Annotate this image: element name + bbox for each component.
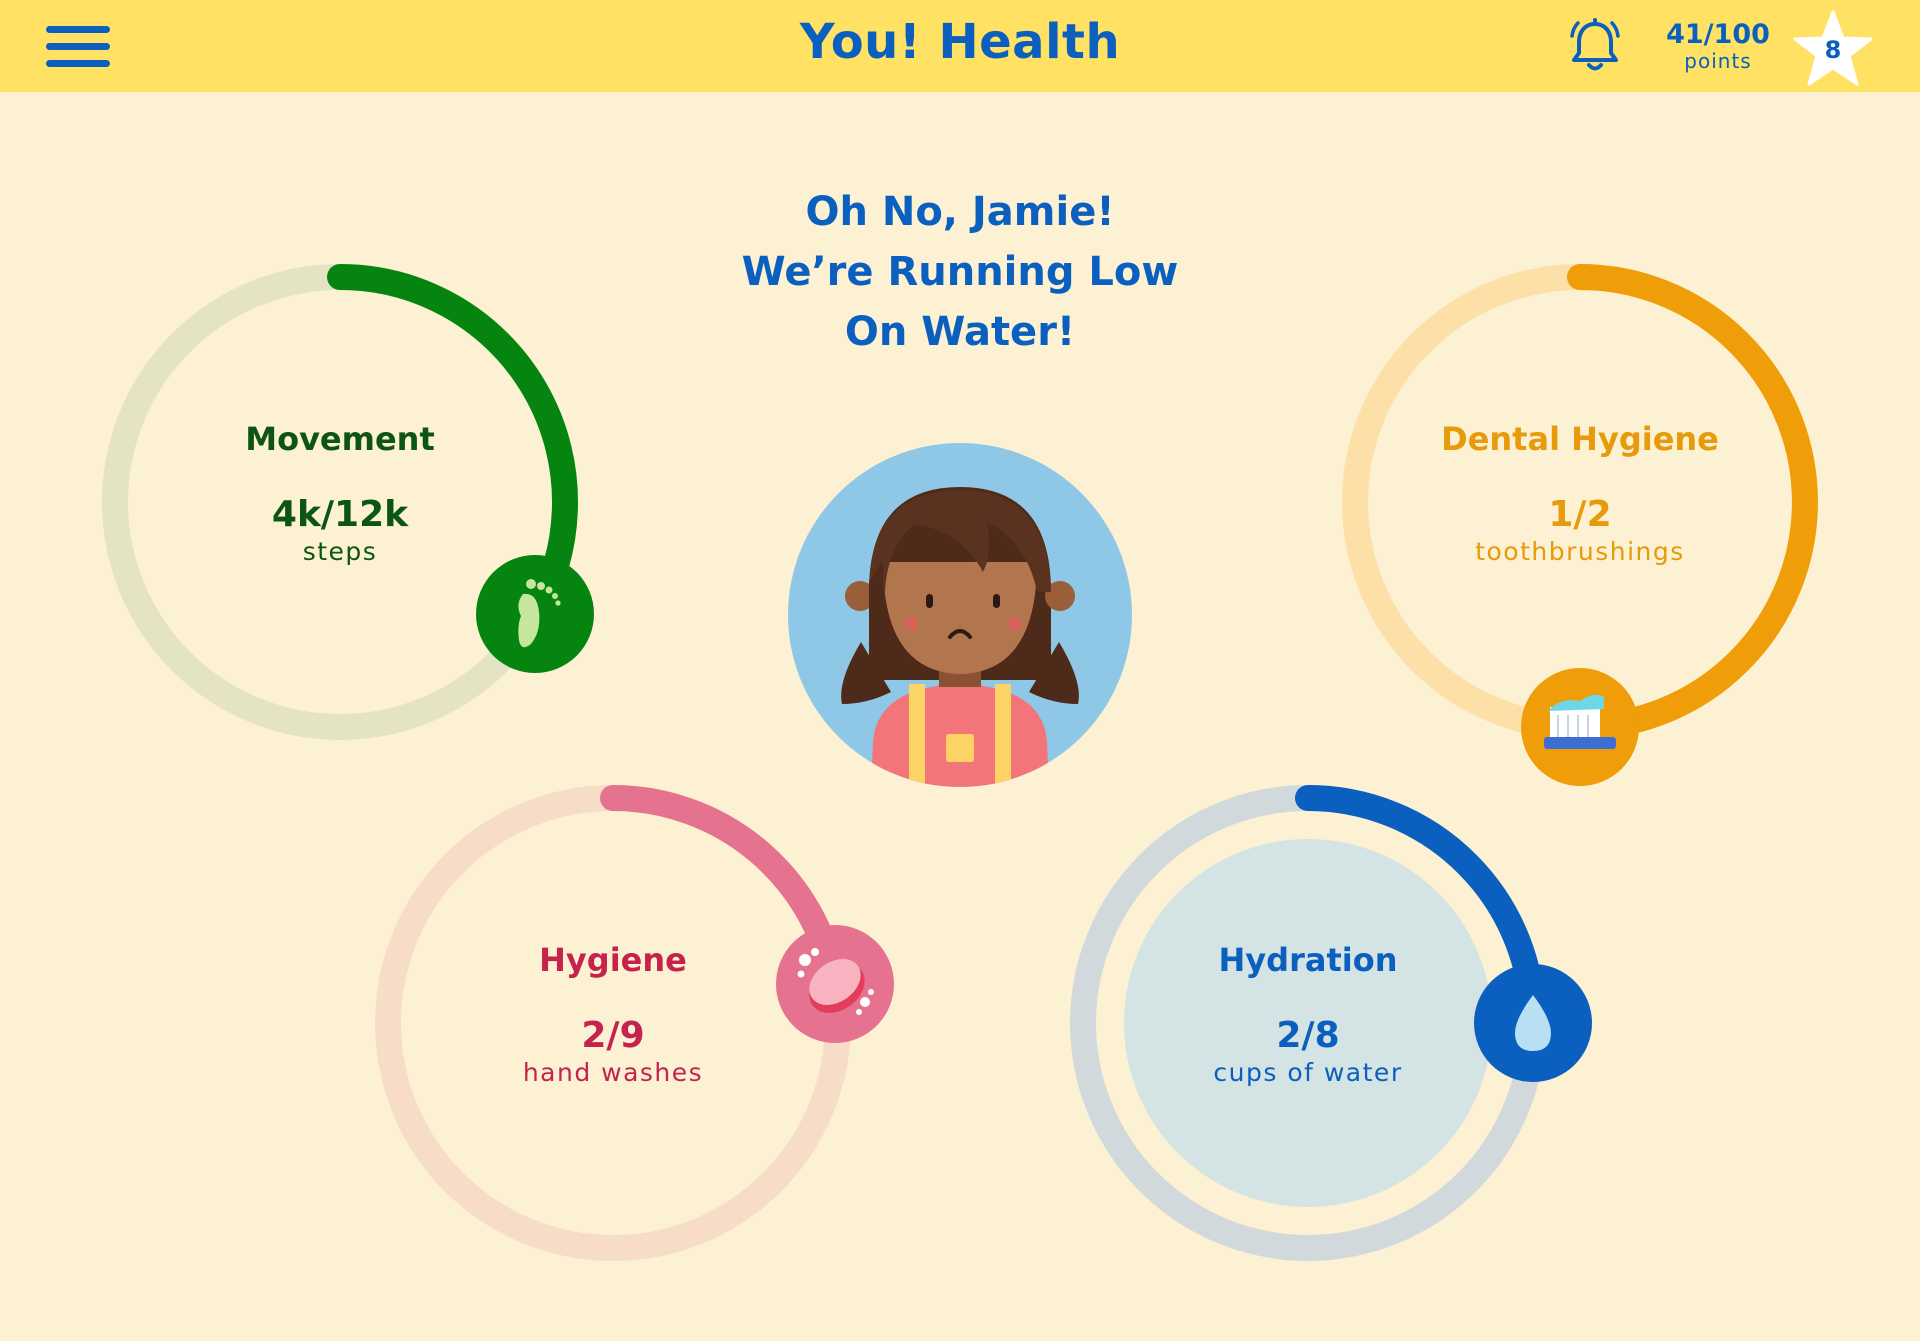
hamburger-menu-icon[interactable] <box>46 26 110 68</box>
dental-title: Dental Hygiene <box>1441 420 1719 458</box>
movement-progress-arc <box>327 264 578 628</box>
dental-value: 1/2 <box>1548 494 1612 535</box>
hydration-unit: cups of water <box>1213 1058 1403 1087</box>
headline: Oh No, Jamie! We’re Running Low On Water… <box>660 182 1260 362</box>
points-counter: 41/100 points <box>1650 19 1786 73</box>
points-value: 41/100 <box>1666 19 1770 50</box>
hygiene-title: Hygiene <box>539 941 687 979</box>
headline-line: On Water! <box>844 309 1076 355</box>
star-icon[interactable] <box>1792 10 1874 90</box>
hygiene-unit: hand washes <box>522 1058 704 1087</box>
water-drop-icon[interactable] <box>1473 963 1593 1083</box>
hygiene-progress-ring[interactable]: Hygiene 2/9 hand washes <box>373 783 894 1263</box>
hygiene-value: 2/9 <box>581 1015 645 1056</box>
hydration-fill-disc <box>1124 839 1492 1207</box>
dental-progress-arc <box>1567 264 1818 740</box>
top-bar: You! Health 41/100 points 8 <box>0 0 1920 92</box>
bell-icon[interactable] <box>1568 18 1622 74</box>
movement-text: Movement 4k/12k steps <box>190 420 490 566</box>
soap-icon[interactable] <box>775 924 895 1044</box>
hydration-text: Hydration 2/8 cups of water <box>1158 941 1458 1087</box>
star-count: 8 <box>1824 36 1842 64</box>
toothbrush-icon[interactable] <box>1520 667 1640 787</box>
movement-progress-ring[interactable]: Movement 4k/12k steps <box>100 262 595 742</box>
app-title-text: You! Health <box>799 14 1121 70</box>
headline-line: We’re Running Low <box>741 249 1179 295</box>
hygiene-text: Hygiene 2/9 hand washes <box>463 941 763 1087</box>
dental-hygiene-progress-ring[interactable]: Dental Hygiene 1/2 toothbrushings <box>1340 262 1820 786</box>
sad-girl-avatar <box>788 443 1132 787</box>
dental-unit: toothbrushings <box>1475 537 1685 566</box>
movement-unit: steps <box>302 537 378 566</box>
footprint-icon[interactable] <box>475 554 595 674</box>
movement-title: Movement <box>245 420 435 458</box>
movement-value: 4k/12k <box>271 494 409 535</box>
hydration-title: Hydration <box>1218 941 1398 979</box>
hydration-value: 2/8 <box>1276 1015 1340 1056</box>
hydration-progress-ring[interactable]: Hydration 2/8 cups of water <box>1068 783 1592 1263</box>
points-label: points <box>1684 49 1752 73</box>
app-title: You! Health <box>0 14 1920 70</box>
dental-text: Dental Hygiene 1/2 toothbrushings <box>1400 420 1760 566</box>
headline-line: Oh No, Jamie! <box>805 189 1115 235</box>
